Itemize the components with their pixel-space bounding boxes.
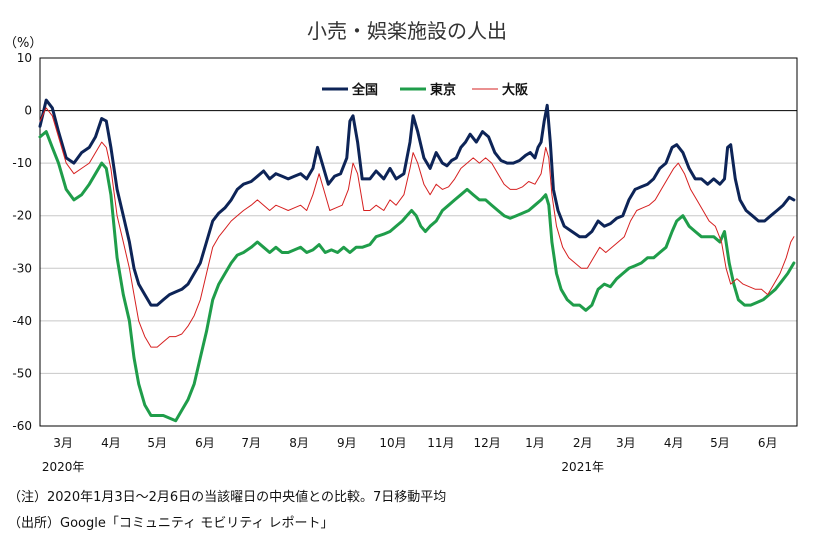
y-tick-label: -20	[12, 209, 32, 223]
legend-label: 東京	[430, 82, 456, 98]
x-tick-label: 6月	[758, 436, 778, 450]
x-tick-label: 4月	[664, 436, 684, 450]
x-tick-label: 3月	[53, 436, 73, 450]
series-line	[38, 130, 796, 423]
y-tick-label: 0	[24, 104, 32, 118]
series-line	[39, 107, 795, 348]
x-tick-label: 8月	[289, 436, 309, 450]
x-year-label: 2021年	[561, 460, 604, 474]
x-tick-label: 12月	[473, 436, 500, 450]
x-tick-label: 10月	[379, 436, 406, 450]
y-tick-label: -40	[12, 314, 32, 328]
y-axis-unit-label: （%）	[4, 36, 42, 51]
y-tick-labels: 10 0 -10 -20 -30 -40 -50 -60	[12, 51, 32, 433]
x-tick-label: 6月	[195, 436, 215, 450]
x-tick-label: 3月	[616, 436, 636, 450]
x-tick-label: 2月	[573, 436, 593, 450]
series-line	[38, 98, 796, 307]
x-year-label: 2020年	[42, 460, 85, 474]
y-tick-label: -50	[12, 366, 32, 380]
footnote-note: （注）2020年1月3日～2月6日の当該曜日の中央値との比較。7日移動平均	[8, 490, 447, 505]
x-tick-label: 9月	[337, 436, 357, 450]
x-tick-labels: 3月 4月 5月 6月 7月 8月 9月 10月 11月 12月 1月 2月 3月 4月 5月 6月 2020年…	[42, 436, 778, 474]
x-tick-label: 1月	[525, 436, 545, 450]
legend-label: 全国	[351, 82, 378, 98]
x-tick-label: 5月	[147, 436, 167, 450]
grid-lines	[40, 110, 797, 374]
footnote-source: （出所）Google「コミュニティ モビリティ レポート」	[8, 516, 334, 531]
legend-label: 大阪	[502, 82, 529, 98]
y-tick-label: -10	[12, 156, 32, 170]
x-tick-label: 11月	[427, 436, 454, 450]
x-tick-label: 5月	[710, 436, 730, 450]
chart-title: 小売・娯楽施設の人出	[307, 19, 507, 43]
x-tick-label: 7月	[241, 436, 261, 450]
y-tick-label: 10	[17, 51, 32, 65]
x-tick-label: 4月	[101, 436, 121, 450]
plot-area-frame	[39, 57, 798, 427]
legend: 全国 東京 大阪	[322, 82, 529, 98]
y-tick-label: -60	[12, 419, 32, 433]
series-lines	[38, 98, 796, 423]
y-tick-label: -30	[12, 261, 32, 275]
